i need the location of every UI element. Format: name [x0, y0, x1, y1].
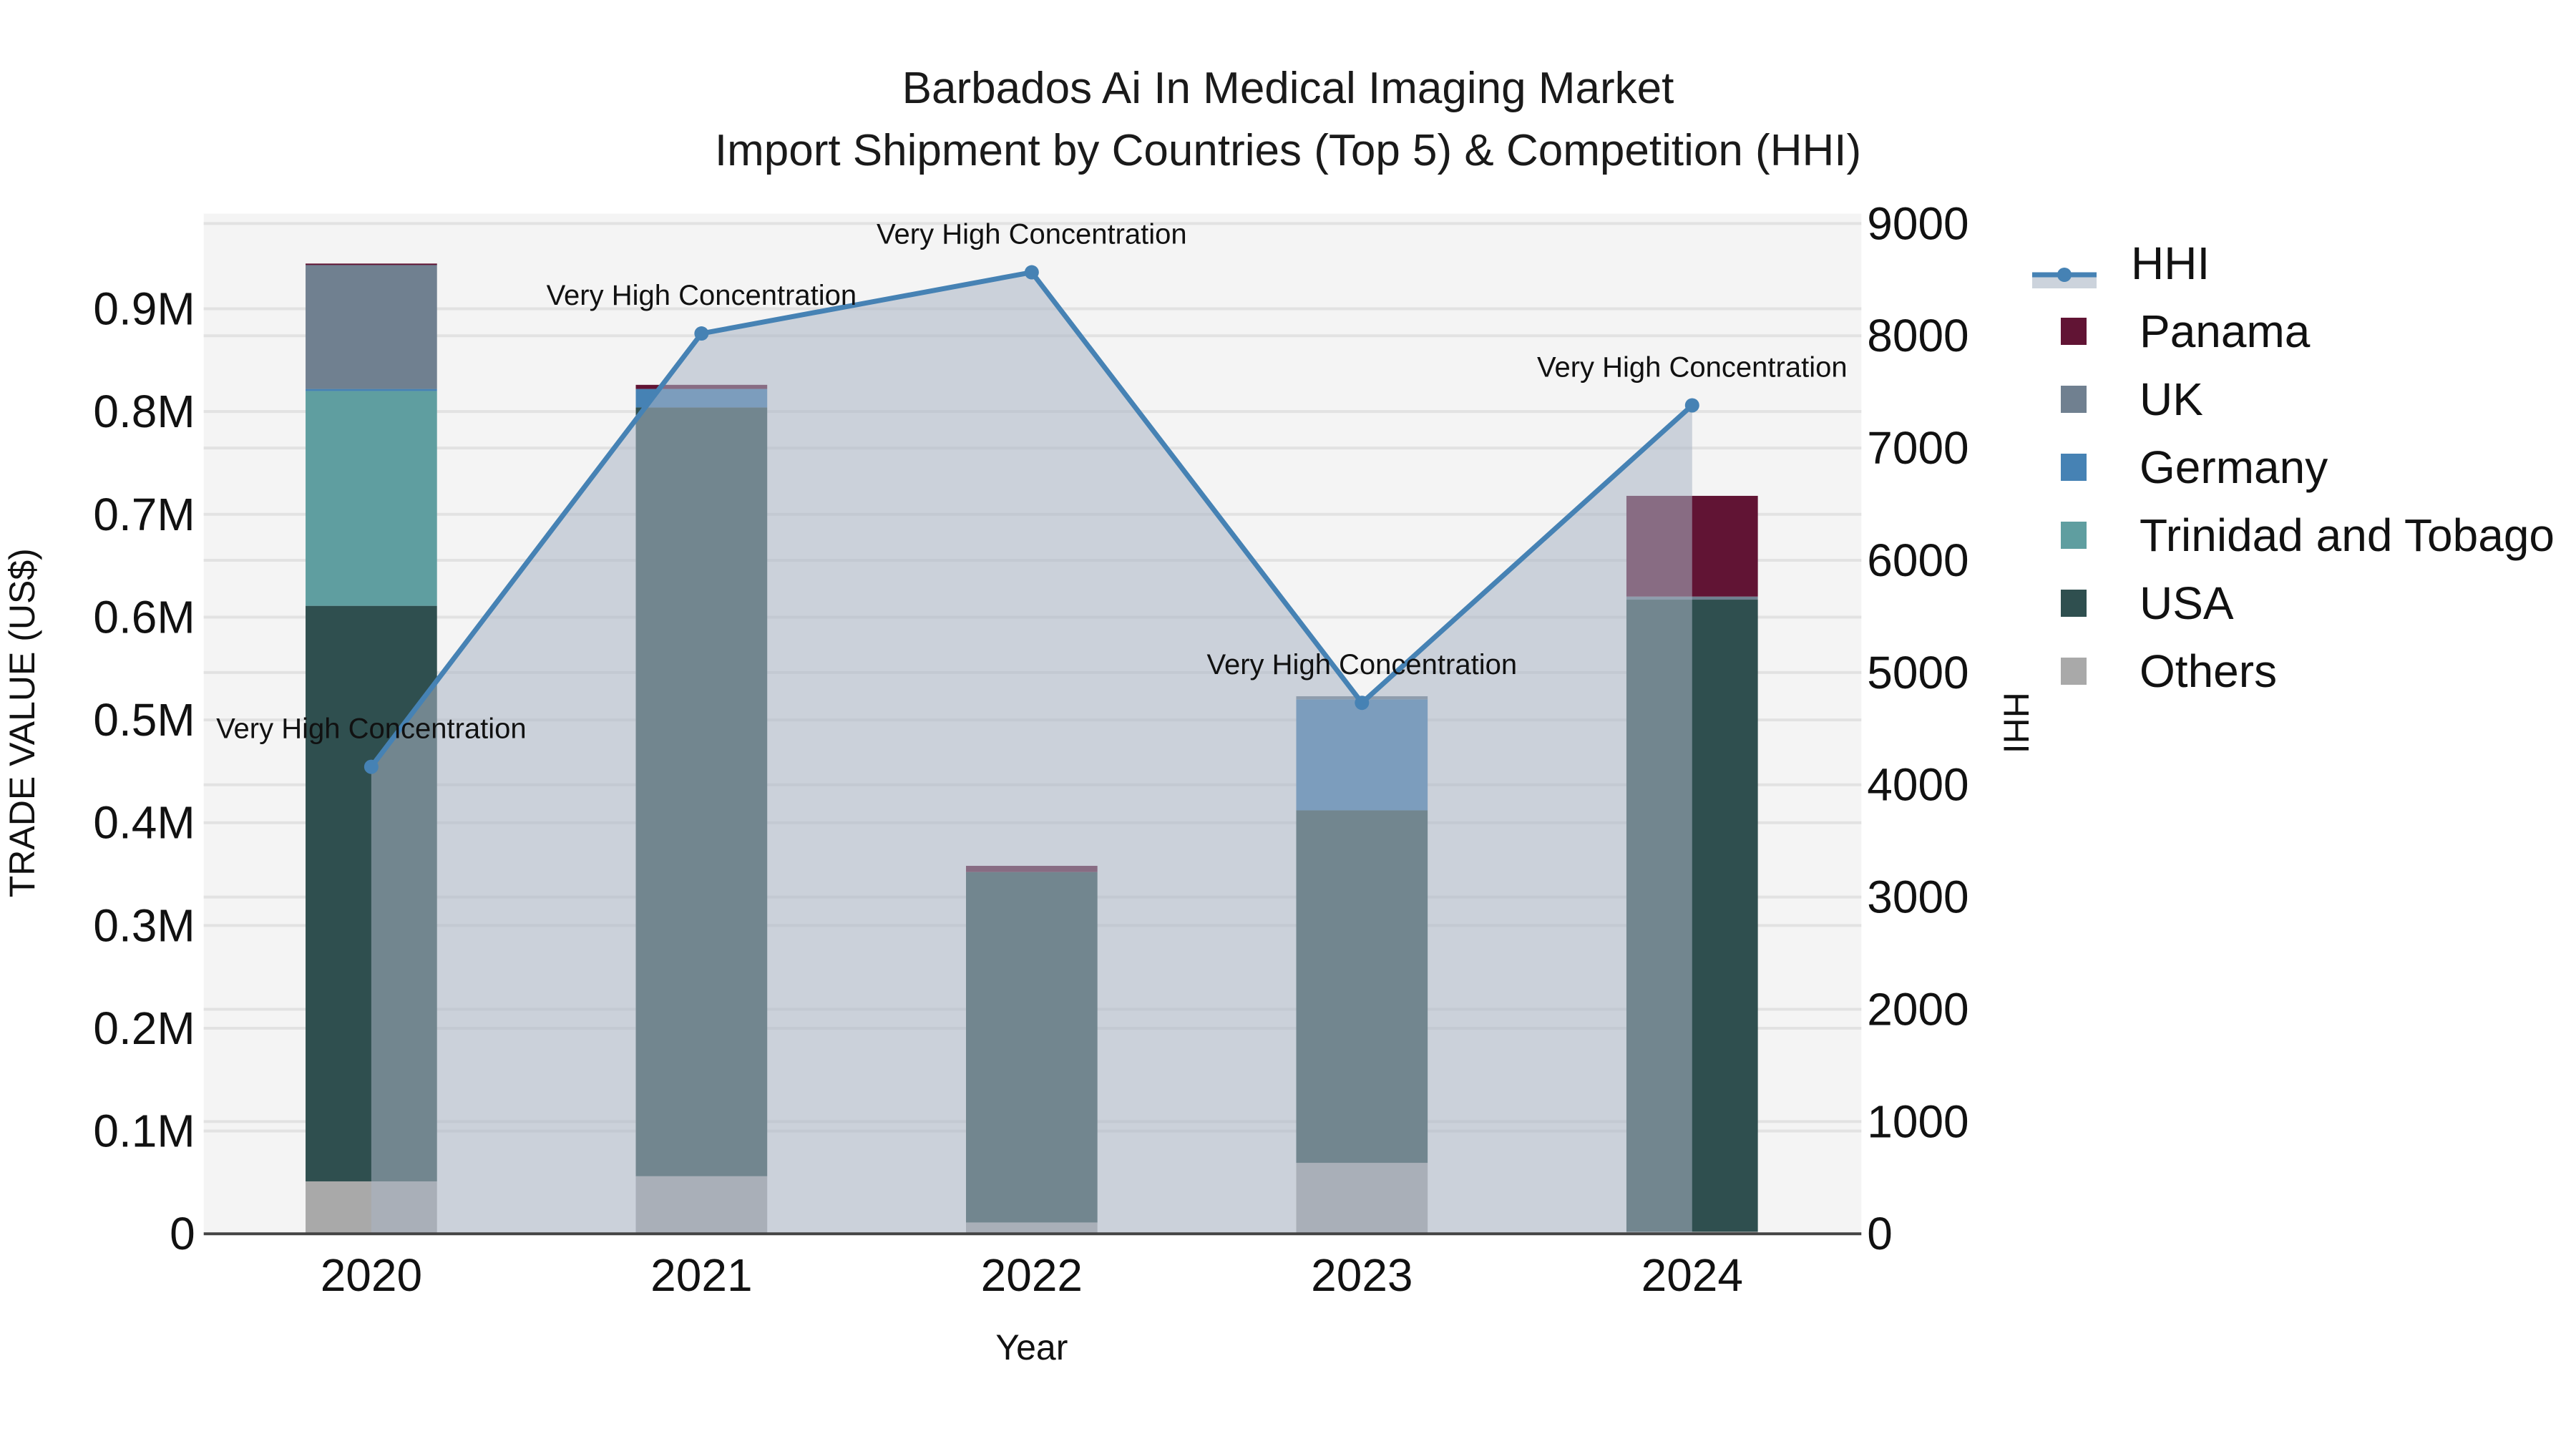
y-left-tick: 0.3M — [93, 899, 195, 951]
y-left-tick: 0.1M — [93, 1106, 195, 1157]
hhi-marker[interactable] — [1355, 696, 1370, 711]
x-tick: 2021 — [650, 1249, 752, 1301]
y-right-tick: 0 — [1867, 1208, 1893, 1259]
legend-label: Panama — [2140, 305, 2311, 357]
y-left-tick: 0 — [170, 1208, 195, 1259]
legend-item-usa[interactable]: USA — [2032, 569, 2555, 637]
line-marker-icon — [2032, 249, 2097, 288]
x-axis-title: Year — [995, 1327, 1068, 1367]
color-swatch-icon — [2061, 657, 2087, 685]
color-swatch-icon — [2061, 385, 2087, 413]
legend-label: USA — [2140, 577, 2234, 629]
legend-label: Germany — [2140, 441, 2328, 493]
y-right-tick: 6000 — [1867, 535, 1968, 586]
bar-segment-germany[interactable] — [306, 389, 437, 391]
y-left-tick: 0.2M — [93, 1002, 195, 1054]
y-right-tick: 3000 — [1867, 872, 1968, 923]
x-tick: 2022 — [981, 1249, 1083, 1301]
hhi-annotation: Very High Concentration — [877, 219, 1187, 250]
y-right-tick: 1000 — [1867, 1096, 1968, 1147]
y-left-tick: 0.6M — [93, 591, 195, 643]
y-right-tick: 7000 — [1867, 422, 1968, 474]
hhi-marker[interactable] — [694, 326, 709, 341]
hhi-marker[interactable] — [1024, 265, 1039, 280]
chart-title-line1: Barbados Ai In Medical Imaging Market — [902, 64, 1674, 113]
y-left-axis-title: TRADE VALUE (US$) — [2, 548, 42, 897]
bar-segment-trinidad-and-tobago[interactable] — [306, 391, 437, 606]
y-left-tick: 0.7M — [93, 489, 195, 540]
y-right-tick: 2000 — [1867, 983, 1968, 1035]
legend-item-hhi[interactable]: HHI — [2032, 229, 2555, 297]
y-right-tick: 5000 — [1867, 647, 1968, 698]
hhi-annotation: Very High Concentration — [1207, 649, 1518, 680]
hhi-marker[interactable] — [364, 759, 379, 774]
legend-label: HHI — [2131, 237, 2210, 289]
y-right-tick: 8000 — [1867, 310, 1968, 361]
legend-item-panama[interactable]: Panama — [2032, 297, 2555, 365]
color-swatch-icon — [2061, 317, 2087, 345]
hhi-marker[interactable] — [1684, 398, 1699, 413]
y-left-tick: 0.5M — [93, 694, 195, 746]
color-swatch-icon — [2061, 589, 2087, 617]
y-right-tick: 9000 — [1867, 197, 1968, 249]
chart-title-line2: Import Shipment by Countries (Top 5) & C… — [714, 126, 1862, 175]
bar-segment-panama[interactable] — [306, 263, 437, 265]
legend-label: UK — [2140, 373, 2203, 425]
x-tick: 2023 — [1311, 1249, 1413, 1301]
x-tick: 2024 — [1641, 1249, 1743, 1301]
color-swatch-icon — [2061, 521, 2087, 549]
hhi-annotation: Very High Concentration — [216, 713, 527, 745]
legend-item-germany[interactable]: Germany — [2032, 433, 2555, 501]
hhi-annotation: Very High Concentration — [547, 280, 857, 311]
bar-segment-uk[interactable] — [306, 264, 437, 389]
y-right-tick: 4000 — [1867, 759, 1968, 811]
legend-label: Trinidad and Tobago — [2140, 509, 2555, 561]
legend-item-uk[interactable]: UK — [2032, 365, 2555, 433]
x-tick: 2020 — [321, 1249, 422, 1301]
hhi-annotation: Very High Concentration — [1537, 351, 1848, 383]
y-left-tick: 0.4M — [93, 797, 195, 849]
legend-item-trinidad-and-tobago[interactable]: Trinidad and Tobago — [2032, 501, 2555, 569]
hhi-area — [371, 272, 1692, 1234]
y-left-tick: 0.8M — [93, 386, 195, 437]
y-right-axis-title: HHI — [1996, 692, 2036, 753]
y-left-tick: 0.9M — [93, 283, 195, 335]
color-swatch-icon — [2061, 453, 2087, 481]
legend-label: Others — [2140, 645, 2278, 697]
legend: HHI Panama UK Germany Trinidad and Tobago USA… — [2032, 229, 2555, 705]
legend-item-others[interactable]: Others — [2032, 637, 2555, 705]
